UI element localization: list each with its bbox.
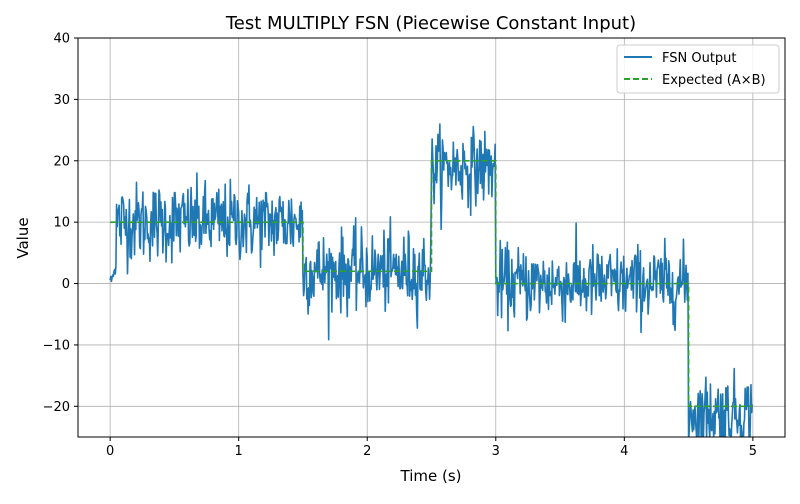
y-tick-label: −20 [43,400,70,415]
y-tick-label: 10 [53,216,70,231]
chart-title: Test MULTIPLY FSN (Piecewise Constant In… [225,13,636,34]
legend-box [616,44,780,94]
series-line-fsn-output [109,123,754,437]
x-tick-label: 2 [363,444,371,459]
legend-label-fsn-output: FSN Output [662,51,737,66]
y-tick-label: 40 [53,32,70,47]
series-layer [109,123,754,437]
x-tick-label: 4 [620,444,628,459]
legend-label-expected: Expected (A×B) [662,73,766,88]
series-line-expected [110,159,753,408]
x-tick-label: 3 [492,444,500,459]
legend: FSN Output Expected (A×B) [616,44,780,94]
y-axis-label: Value [14,217,32,258]
y-tick-label: 30 [53,93,70,108]
x-tick-label: 5 [749,444,757,459]
y-tick-label: 20 [53,154,70,169]
x-tick-label: 0 [106,444,114,459]
x-axis-label: Time (s) [400,467,462,485]
y-tick-label: 0 [62,277,70,292]
axis-ticks: 0 1 2 3 4 5 −20 −10 0 10 20 30 40 [43,32,757,460]
plot-frame [77,37,786,438]
y-tick-label: −10 [43,338,70,353]
x-tick-label: 1 [235,444,243,459]
